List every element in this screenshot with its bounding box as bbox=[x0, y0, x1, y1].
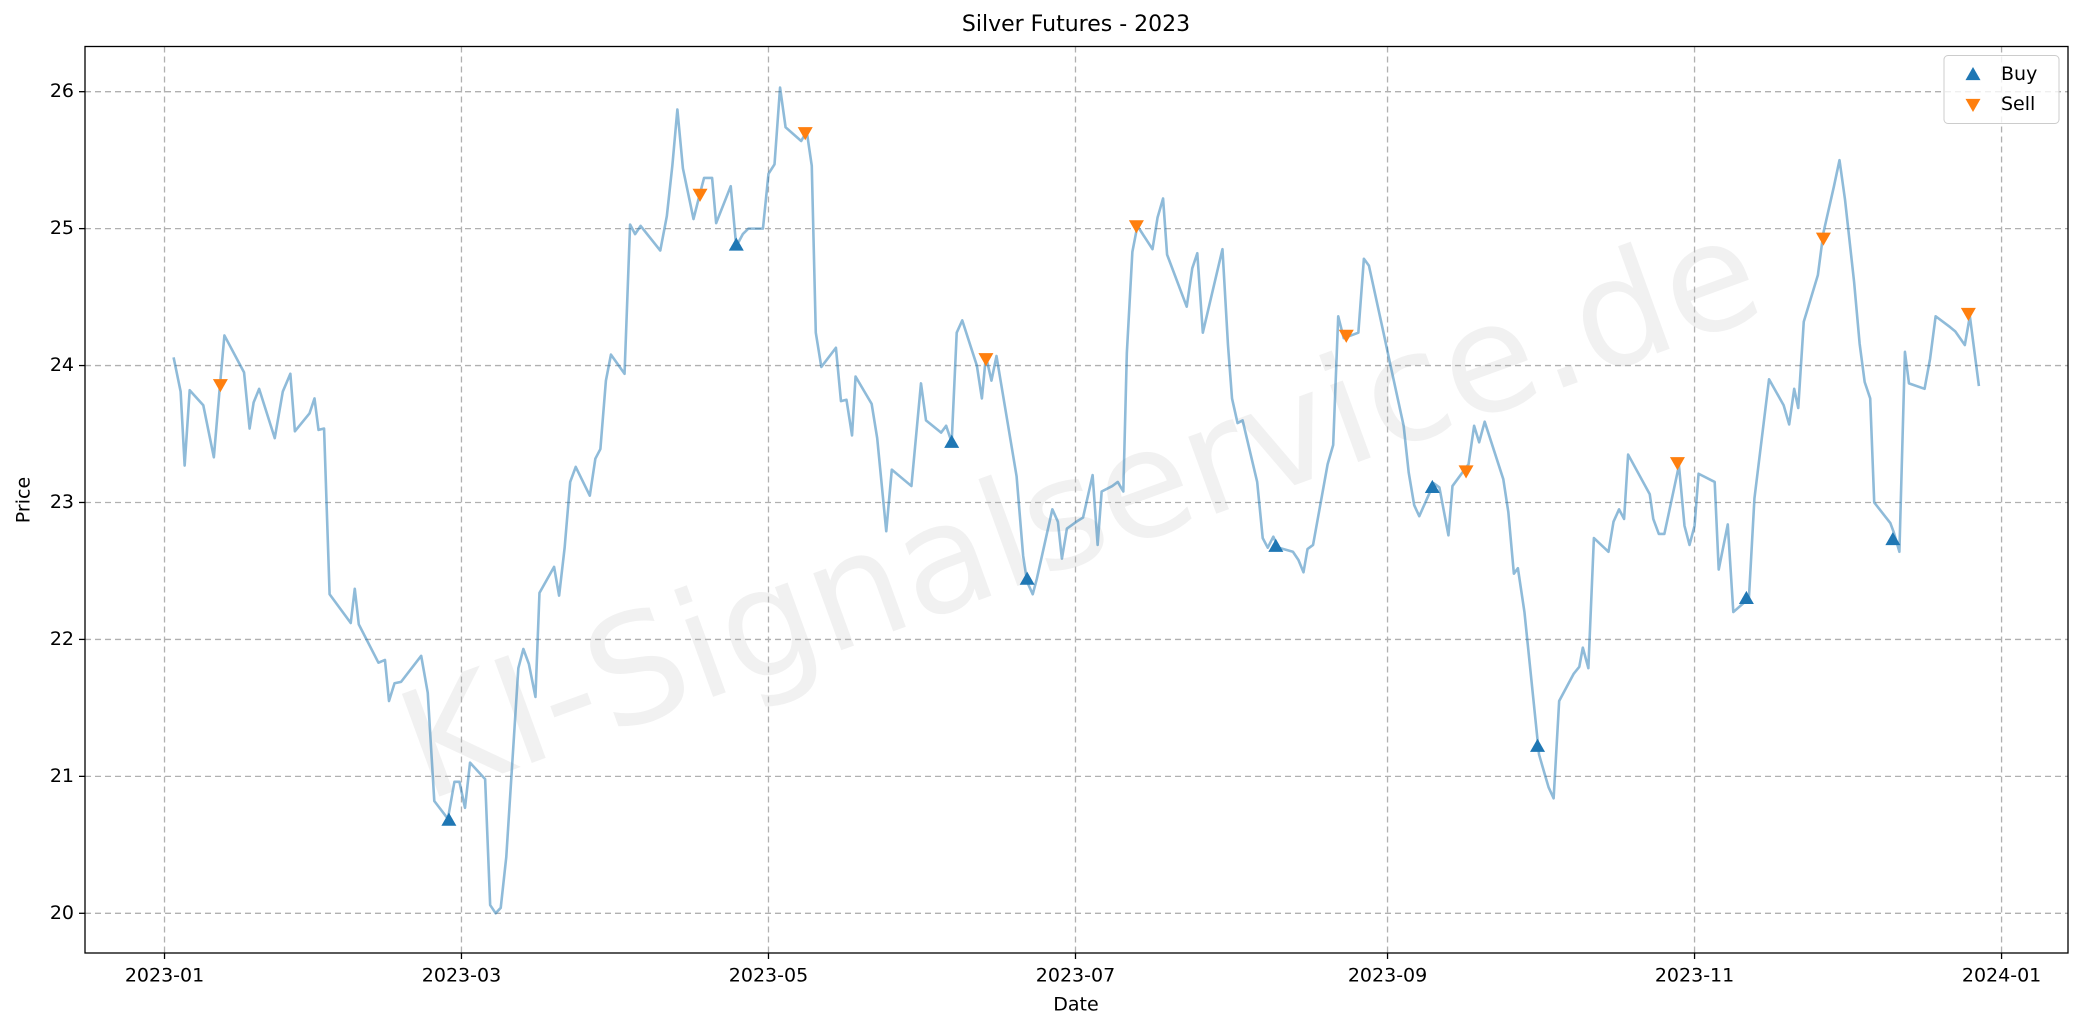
x-tick-label: 2023-05 bbox=[729, 965, 808, 987]
y-tick-label: 22 bbox=[50, 628, 74, 650]
plot-frame bbox=[84, 45, 2069, 954]
signal-marker bbox=[1530, 738, 1546, 752]
x-tick-label: 2024-01 bbox=[1962, 965, 2041, 987]
y-tick-label: 25 bbox=[50, 217, 74, 239]
signal-marker bbox=[1815, 232, 1831, 246]
signal-marker bbox=[1885, 531, 1901, 546]
signal-marker bbox=[1738, 590, 1754, 604]
signal-marker bbox=[1424, 479, 1440, 494]
legend-label: Sell bbox=[2001, 93, 2035, 115]
signal-marker bbox=[1458, 465, 1474, 479]
legend-marker bbox=[1965, 98, 1981, 112]
x-tick-label: 2023-07 bbox=[1036, 965, 1115, 987]
signal-marker bbox=[728, 237, 744, 251]
signal-marker bbox=[797, 127, 813, 141]
y-tick-label: 21 bbox=[50, 765, 74, 787]
signal-marker bbox=[1960, 307, 1976, 322]
x-tick-label: 2023-09 bbox=[1348, 965, 1427, 987]
y-tick-label: 26 bbox=[50, 80, 74, 102]
y-tick-label: 20 bbox=[50, 902, 74, 924]
chart-title: Silver Futures - 2023 bbox=[962, 12, 1190, 37]
y-tick-label: 24 bbox=[50, 354, 74, 376]
x-tick-label: 2023-11 bbox=[1655, 965, 1734, 987]
legend-label: Buy bbox=[2001, 63, 2037, 85]
x-tick-label: 2023-03 bbox=[422, 965, 501, 987]
watermark: KI-Signalservice.de bbox=[378, 183, 1781, 836]
signal-marker bbox=[978, 353, 994, 367]
signal-marker bbox=[1128, 220, 1144, 234]
signal-marker bbox=[441, 812, 457, 826]
signal-marker bbox=[1019, 571, 1035, 585]
signal-marker bbox=[692, 188, 708, 202]
signal-marker bbox=[944, 434, 960, 448]
legend-marker bbox=[1965, 67, 1981, 81]
y-axis-label: Price bbox=[13, 477, 35, 523]
y-tick-label: 23 bbox=[50, 491, 74, 513]
signal-marker bbox=[1268, 538, 1284, 552]
x-tick-label: 2023-01 bbox=[125, 965, 204, 987]
signal-marker bbox=[212, 379, 228, 393]
signal-marker bbox=[1669, 457, 1685, 471]
signal-marker bbox=[1338, 329, 1354, 343]
x-axis-label: Date bbox=[1053, 994, 1098, 1016]
